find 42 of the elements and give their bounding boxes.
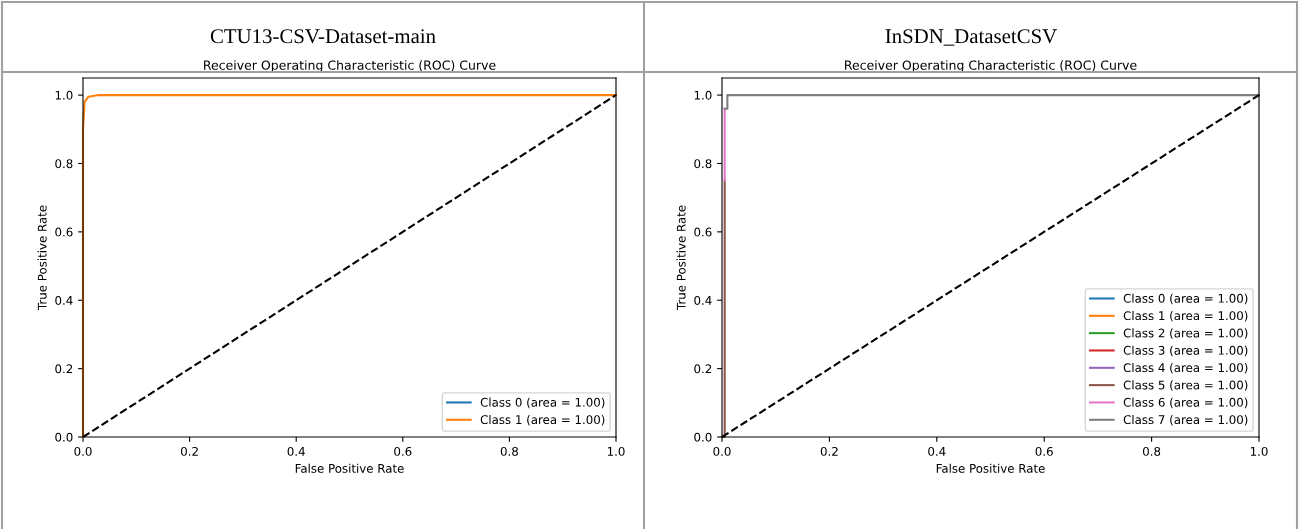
y-axis-title: True Positive Rate (676, 205, 686, 311)
chart-subtitle: Receiver Operating Characteristic (ROC) Curve (845, 60, 1137, 73)
chart-title: InSDN_DatasetCSV (885, 29, 1057, 46)
y-tick-label: 1.0 (55, 90, 73, 100)
legend-label: Class 1 (area = 1.00) (1123, 310, 1248, 322)
y-tick-label: 0.4 (694, 295, 712, 305)
x-tick-label: 0.6 (394, 446, 412, 456)
x-tick-label: 0.4 (287, 446, 305, 456)
x-tick-label: 0.2 (820, 446, 838, 456)
y-tick-label: 0.6 (694, 227, 712, 237)
legend-label: Class 0 (area = 1.00) (480, 397, 605, 409)
x-tick-label: 1.0 (1250, 446, 1268, 456)
legend-label: Class 3 (area = 1.00) (1123, 345, 1248, 357)
x-tick-label: 0.8 (1142, 446, 1161, 456)
legend-label: Class 2 (area = 1.00) (1123, 328, 1248, 339)
x-tick-label: 0.0 (713, 446, 731, 456)
x-tick-label: 0.0 (74, 446, 92, 456)
x-axis-title: False Positive Rate (936, 463, 1045, 473)
x-tick-label: 0.4 (928, 446, 946, 456)
legend-label: Class 1 (area = 1.00) (480, 414, 605, 426)
x-tick-label: 0.8 (500, 446, 518, 456)
legend-label: Class 6 (area = 1.00) (1123, 397, 1248, 409)
y-axis-title: True Positive Rate (37, 205, 47, 311)
y-tick-label: 0.0 (694, 432, 712, 442)
y-tick-label: 1.0 (694, 90, 712, 100)
legend-label: Class 0 (area = 1.00) (1123, 293, 1248, 305)
chart-title: CTU13-CSV-Dataset-main (210, 29, 436, 44)
x-tick-label: 0.6 (1035, 446, 1053, 456)
y-tick-label: 0.8 (55, 159, 73, 169)
y-tick-label: 0.0 (55, 432, 73, 442)
x-tick-label: 0.2 (180, 446, 198, 456)
legend-label: Class 7 (area = 1.00) (1123, 414, 1248, 426)
y-tick-label: 0.8 (694, 159, 712, 169)
y-tick-label: 0.4 (55, 295, 73, 305)
x-tick-label: 1.0 (607, 446, 625, 456)
chart-subtitle: Receiver Operating Characteristic (ROC) Curve (204, 60, 496, 73)
x-axis-title: False Positive Rate (295, 463, 404, 473)
y-tick-label: 0.2 (694, 364, 712, 374)
legend-label: Class 4 (area = 1.00) (1123, 362, 1248, 374)
y-tick-label: 0.2 (55, 364, 73, 374)
legend-label: Class 5 (area = 1.00) (1123, 380, 1248, 391)
y-tick-label: 0.6 (55, 227, 73, 237)
